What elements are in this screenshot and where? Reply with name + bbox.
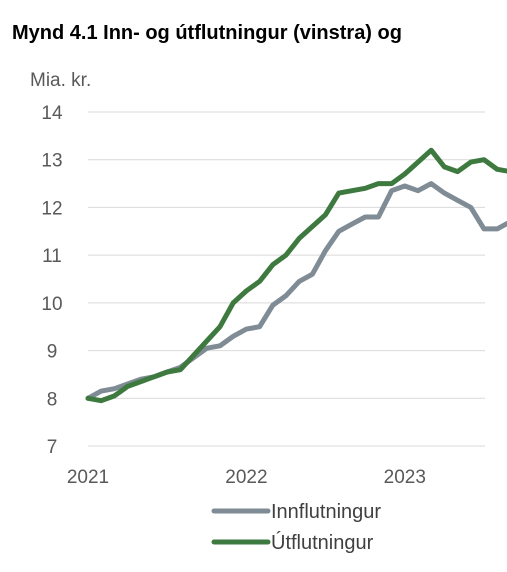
y-tick-label: 7	[47, 437, 58, 458]
y-tick-label: 11	[42, 246, 62, 267]
y-tick-label: 13	[41, 151, 62, 172]
series-line-1	[85, 147, 507, 404]
y-tick-label: 12	[41, 198, 62, 219]
legend-label: Innflutningur	[271, 501, 381, 523]
x-tick-label: 2022	[225, 467, 267, 488]
y-axis-unit-label: Mia. kr.	[30, 70, 91, 91]
x-tick-label: 2023	[384, 467, 426, 488]
y-tick-label: 8	[47, 389, 58, 410]
y-tick-label: 10	[41, 294, 62, 315]
y-tick-label: 9	[47, 342, 58, 363]
chart-title: Mynd 4.1 Inn- og útflutningur (vinstra) …	[12, 22, 402, 44]
legend-label: Útflutningur	[271, 531, 374, 554]
y-tick-label: 14	[41, 103, 63, 124]
x-tick-label: 2021	[67, 467, 109, 488]
series-line-0	[85, 181, 507, 401]
